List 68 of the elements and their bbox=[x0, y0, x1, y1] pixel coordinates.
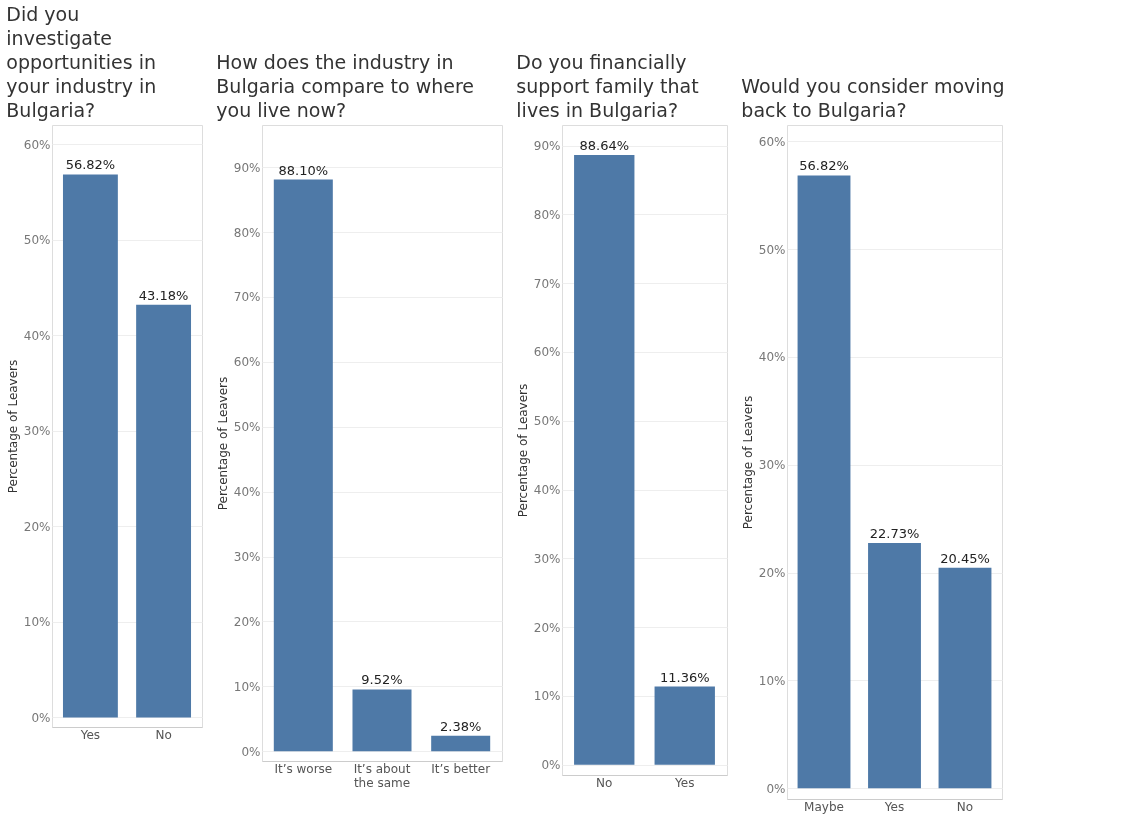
y-tick-label: 10% bbox=[233, 679, 261, 694]
x-tick-label: It’s better bbox=[431, 761, 491, 776]
data-label: 88.64% bbox=[579, 137, 630, 153]
y-tick-label: 90% bbox=[533, 139, 561, 154]
bar bbox=[352, 689, 412, 752]
y-axis-title: Percentage of Leavers bbox=[215, 376, 230, 511]
y-tick-label: 0% bbox=[31, 710, 51, 725]
y-tick-label: 20% bbox=[533, 620, 561, 635]
y-tick-label: 90% bbox=[233, 160, 261, 175]
y-axis-title: Percentage of Leavers bbox=[5, 359, 20, 494]
bar bbox=[868, 543, 921, 789]
y-tick-label: 20% bbox=[23, 519, 51, 534]
y-tick-label: 20% bbox=[758, 566, 786, 581]
bar bbox=[938, 567, 992, 789]
y-tick-label: 50% bbox=[758, 242, 786, 257]
y-tick-label: 60% bbox=[533, 345, 561, 360]
y-tick-label: 70% bbox=[533, 276, 561, 291]
y-tick-label: 80% bbox=[233, 225, 261, 240]
data-label: 20.45% bbox=[940, 550, 990, 566]
bar bbox=[797, 175, 851, 789]
y-tick-label: 50% bbox=[233, 420, 261, 435]
chart-title: How does the industry in Bulgaria compare to where you live now? bbox=[216, 51, 475, 121]
data-label: 9.52% bbox=[361, 672, 403, 688]
y-tick-label: 60% bbox=[23, 137, 51, 152]
x-tick-label: Yes bbox=[79, 727, 101, 742]
bar bbox=[431, 735, 491, 752]
chart-title: Would you consider moving back to Bulgaria? bbox=[741, 75, 1005, 121]
y-tick-label: 30% bbox=[233, 550, 261, 565]
y-tick-label: 0% bbox=[541, 758, 561, 773]
data-label: 22.73% bbox=[869, 526, 920, 542]
y-tick-label: 10% bbox=[758, 673, 786, 688]
chart-title: Did you investigate opportunities in your industry in Bulgaria? bbox=[6, 3, 157, 121]
y-tick-label: 70% bbox=[233, 290, 261, 305]
data-label: 88.10% bbox=[278, 162, 329, 178]
x-tick-label: Yes bbox=[674, 775, 695, 790]
chart-title: Do you financially support family that lives in Bulgaria? bbox=[516, 51, 699, 121]
y-tick-label: 10% bbox=[23, 615, 51, 630]
x-tick-label: Maybe bbox=[804, 799, 844, 814]
y-axis-title: Percentage of Leavers bbox=[515, 383, 530, 518]
y-tick-label: 0% bbox=[766, 781, 786, 796]
y-tick-label: 40% bbox=[533, 483, 561, 498]
y-tick-label: 0% bbox=[241, 744, 261, 759]
y-tick-label: 50% bbox=[533, 414, 561, 429]
y-tick-label: 40% bbox=[758, 350, 786, 365]
y-tick-label: 40% bbox=[23, 328, 51, 343]
y-tick-label: 80% bbox=[533, 207, 561, 222]
bar bbox=[273, 179, 333, 752]
y-axis-title: Percentage of Leavers bbox=[740, 395, 755, 530]
x-tick-label: No bbox=[596, 775, 613, 790]
x-tick-label: Yes bbox=[883, 799, 905, 814]
x-tick-label: It’s worse bbox=[274, 761, 333, 776]
data-label: 43.18% bbox=[138, 287, 189, 303]
data-label: 56.82% bbox=[799, 158, 849, 174]
y-tick-label: 20% bbox=[233, 614, 261, 629]
y-tick-label: 10% bbox=[533, 689, 561, 704]
x-tick-label: It’s about the same bbox=[353, 761, 411, 790]
y-tick-label: 50% bbox=[23, 233, 51, 248]
data-label: 2.38% bbox=[440, 718, 482, 734]
y-tick-label: 30% bbox=[533, 551, 561, 566]
y-tick-label: 40% bbox=[233, 485, 261, 500]
x-tick-label: No bbox=[155, 727, 172, 742]
x-tick-label: No bbox=[956, 799, 974, 814]
data-label: 56.82% bbox=[65, 157, 116, 173]
y-tick-label: 30% bbox=[23, 424, 51, 439]
y-tick-label: 60% bbox=[233, 355, 261, 370]
data-label: 11.36% bbox=[659, 669, 710, 685]
y-tick-label: 60% bbox=[758, 134, 786, 149]
y-tick-label: 30% bbox=[758, 458, 786, 473]
